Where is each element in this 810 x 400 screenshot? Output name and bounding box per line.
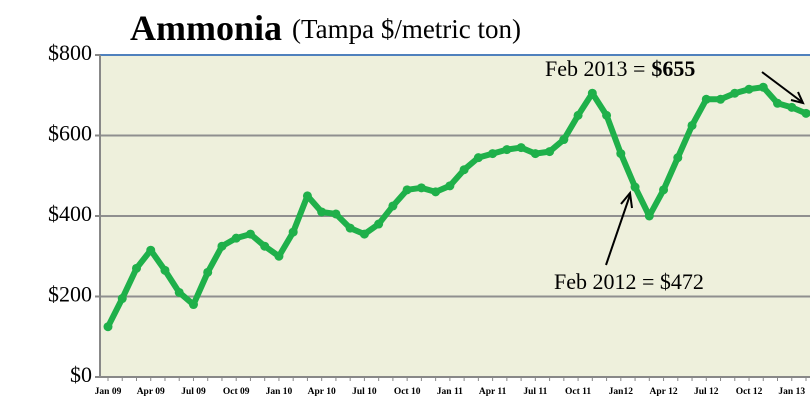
point xyxy=(217,241,227,251)
point xyxy=(203,267,213,277)
point xyxy=(744,84,754,94)
annotation-value: $655 xyxy=(651,56,695,81)
subtitle: (Tampa $/metric ton) xyxy=(292,14,521,44)
point xyxy=(431,187,441,197)
point xyxy=(587,88,597,98)
point xyxy=(174,287,184,297)
point xyxy=(245,229,255,239)
arrows xyxy=(605,71,805,266)
point xyxy=(103,322,113,332)
point xyxy=(473,153,483,163)
x-tick-label: Jul 12 xyxy=(694,387,719,397)
point xyxy=(644,211,654,221)
point xyxy=(231,233,241,243)
x-tick-label: Oct 12 xyxy=(736,387,763,397)
point xyxy=(716,94,726,104)
point xyxy=(545,147,555,157)
point xyxy=(488,149,498,159)
point xyxy=(374,219,384,229)
point xyxy=(659,185,669,195)
x-tick-label: Oct 11 xyxy=(565,387,591,397)
y-tick-label: $600 xyxy=(48,121,92,146)
arrow xyxy=(605,194,631,266)
point xyxy=(530,149,540,159)
x-tick-label: Jul 10 xyxy=(352,387,377,397)
point xyxy=(758,82,768,92)
point xyxy=(502,145,512,155)
point xyxy=(730,88,740,98)
title: Ammonia xyxy=(130,8,282,48)
point xyxy=(274,251,284,261)
point xyxy=(602,110,612,120)
x-tick-label: Jan 09 xyxy=(95,387,122,397)
point xyxy=(288,227,298,237)
annotation-text: Feb 2013 = xyxy=(545,56,645,81)
x-tick-label: Jan 13 xyxy=(778,387,805,397)
x-tick-label: Apr 09 xyxy=(137,387,165,397)
point xyxy=(331,209,341,219)
arrowhead xyxy=(620,190,633,209)
x-tick-label: Jan 11 xyxy=(437,387,463,397)
point xyxy=(673,153,683,163)
point xyxy=(317,207,327,217)
point xyxy=(459,165,469,175)
point xyxy=(160,265,170,275)
point xyxy=(801,108,810,118)
x-tick-label: Jul 11 xyxy=(523,387,547,397)
annotation: Feb 2013 = $655 xyxy=(545,56,695,81)
marks xyxy=(103,82,810,332)
point xyxy=(559,135,569,145)
arrow xyxy=(761,71,803,103)
point xyxy=(402,185,412,195)
point xyxy=(701,94,711,104)
point xyxy=(260,241,270,251)
point xyxy=(445,181,455,191)
x-tick-label: Jan12 xyxy=(609,387,634,397)
x-tick-label: Apr 11 xyxy=(479,387,507,397)
point xyxy=(345,223,355,233)
x-tick-label: Apr 10 xyxy=(308,387,336,397)
point xyxy=(787,102,797,112)
chart-title: Ammonia (Tampa $/metric ton) xyxy=(130,8,521,48)
y-tick-label: $200 xyxy=(48,282,92,307)
point xyxy=(687,120,697,130)
grid xyxy=(95,54,810,381)
y-tick-label: $400 xyxy=(48,201,92,226)
point xyxy=(630,182,640,192)
point xyxy=(616,149,626,159)
point xyxy=(388,201,398,211)
point xyxy=(516,143,526,153)
point xyxy=(117,294,127,304)
arrowhead xyxy=(790,91,805,105)
y-tick-label: $0 xyxy=(70,362,92,387)
point xyxy=(416,183,426,193)
point xyxy=(302,191,312,201)
x-tick-label: Apr 12 xyxy=(650,387,678,397)
x-tick-label: Oct 10 xyxy=(394,387,421,397)
x-tick-label: Jan 10 xyxy=(266,387,293,397)
point xyxy=(188,300,198,310)
annotation: Feb 2012 = $472 xyxy=(554,269,704,294)
x-tick-label: Jul 09 xyxy=(181,387,206,397)
point xyxy=(131,263,141,273)
point xyxy=(773,98,783,108)
point xyxy=(573,110,583,120)
point xyxy=(359,229,369,239)
x-tick-label: Oct 09 xyxy=(223,387,250,397)
point xyxy=(146,245,156,255)
y-tick-label: $800 xyxy=(48,40,92,65)
